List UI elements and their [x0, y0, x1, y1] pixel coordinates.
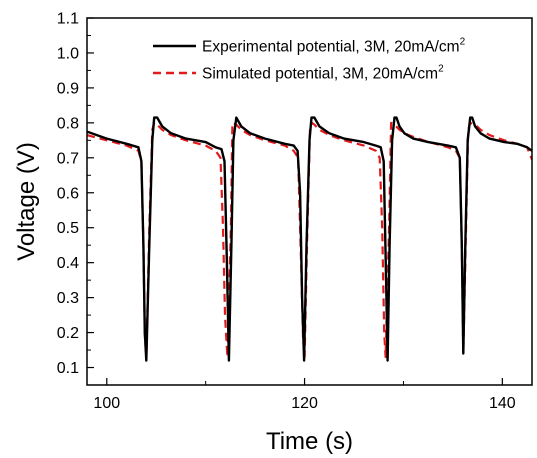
y-tick-label: 0.9: [57, 80, 79, 97]
y-axis-ticks: 0.1 0.2 0.3 0.4 0.5 0.6 0.7 0.8 0.9 1.0 1.1: [57, 11, 94, 377]
y-tick-label: 1.0: [57, 45, 79, 62]
legend-label: Experimental potential, 3M, 20mA/cm2: [202, 37, 466, 56]
plot-series: [87, 116, 532, 362]
plot-frame: [86, 17, 533, 386]
y-tick-label: 0.6: [57, 185, 79, 202]
x-tick-label: 140: [489, 395, 516, 412]
x-tick-label: 120: [291, 395, 318, 412]
y-tick-label: 0.1: [57, 360, 79, 377]
y-tick-label: 0.7: [57, 150, 79, 167]
y-tick-label: 0.2: [57, 325, 79, 342]
legend-label-text: Experimental potential, 3M, 20mA/cm: [202, 39, 460, 56]
legend-label-superscript: 2: [460, 37, 466, 48]
y-axis-title: Voltage (V): [13, 142, 40, 261]
y-tick-label: 0.4: [57, 255, 79, 272]
y-tick-label: 0.3: [57, 290, 79, 307]
y-tick-label: 0.8: [57, 115, 79, 132]
y-tick-label: 0.5: [57, 220, 79, 237]
legend: Experimental potential, 3M, 20mA/cm2Simu…: [153, 37, 466, 83]
legend-label-superscript: 2: [438, 64, 444, 75]
y-tick-label: 1.1: [57, 11, 79, 28]
x-axis-title: Time (s): [266, 428, 353, 455]
series-line-experimental: [87, 116, 532, 362]
x-tick-label: 100: [93, 395, 120, 412]
legend-label-text: Simulated potential, 3M, 20mA/cm: [202, 66, 438, 83]
legend-label: Simulated potential, 3M, 20mA/cm2: [202, 64, 444, 83]
